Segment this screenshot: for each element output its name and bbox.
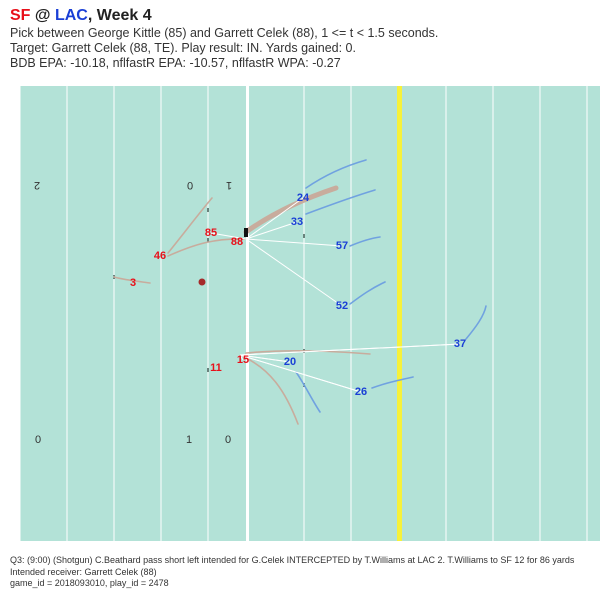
player-track: [305, 159, 367, 189]
week-label: , Week 4: [87, 7, 152, 24]
yard-number: 1: [186, 434, 192, 446]
player-track: [371, 376, 414, 389]
player-track: [349, 236, 381, 247]
first-down-line: [397, 86, 402, 541]
yard-number: 0: [35, 434, 41, 446]
offense-player-11: 11: [210, 362, 222, 374]
pass-option-lines: [210, 197, 461, 393]
play-description: Q3: (9:00) (Shotgun) C.Beathard pass sho…: [10, 555, 575, 565]
yard-numbers: 2 0 1 0 1 0: [34, 179, 232, 446]
defense-player-37: 37: [454, 338, 466, 350]
header: SF @ LAC, Week 4 Pick between George Kit…: [10, 6, 596, 71]
player-markers: [244, 228, 248, 237]
pass-option-line: [245, 238, 343, 247]
player-track: [167, 238, 247, 257]
turf: [20, 86, 600, 541]
footer: Q3: (9:00) (Shotgun) C.Beathard pass sho…: [10, 555, 600, 590]
defense-player-52: 52: [336, 300, 348, 312]
football: [198, 278, 206, 286]
player-tracks: [113, 159, 487, 425]
player-track: [295, 371, 321, 413]
pass-option-line: [239, 343, 461, 356]
yard-number: 1: [226, 179, 232, 191]
player-track: [349, 281, 386, 305]
line-of-scrimmage: [246, 86, 249, 541]
player-track: [113, 276, 151, 284]
offense-player-15: 15: [237, 354, 249, 366]
yard-number: 2: [34, 179, 40, 191]
player-track: [245, 349, 371, 355]
pass-option-line: [245, 197, 304, 240]
player-track: [243, 185, 339, 235]
pass-option-line: [239, 354, 291, 363]
epa-description: BDB EPA: -10.18, nflfastR EPA: -10.57, n…: [10, 56, 341, 70]
game-title: SF @ LAC, Week 4: [10, 6, 596, 26]
yard-number: 0: [225, 434, 231, 446]
offense-player-46: 46: [154, 250, 166, 262]
defense-player-24: 24: [297, 192, 310, 204]
player-labels: 85 88 46 3 15 11 24 33 57 52 37 20 26: [130, 192, 466, 398]
defense-player-20: 20: [284, 356, 296, 368]
pass-option-line: [239, 354, 244, 361]
defense-player-26: 26: [355, 386, 367, 398]
defense-player-57: 57: [336, 240, 348, 252]
game-play-ids: game_id = 2018093010, play_id = 2478: [10, 578, 169, 588]
pass-option-line: [239, 354, 362, 393]
intended-receiver: Intended receiver: Garrett Celek (88): [10, 566, 157, 577]
pass-option-line: [245, 221, 298, 240]
offense-player-88: 88: [231, 236, 243, 248]
offense-player-85: 85: [205, 227, 217, 239]
pass-option-line: [245, 238, 343, 307]
target-description: Target: Garrett Celek (88, TE). Play res…: [10, 41, 356, 55]
player-track: [167, 197, 213, 254]
home-team: LAC: [54, 7, 88, 24]
player-track: [465, 305, 487, 340]
defense-player-33: 33: [291, 216, 303, 228]
player-track: [305, 189, 376, 215]
offense-player-3: 3: [130, 277, 136, 289]
target-marker: [244, 228, 248, 237]
yard-lines: [19, 86, 588, 541]
at-sign: @: [34, 7, 51, 24]
yard-number: 0: [187, 179, 193, 191]
player-track: [245, 357, 299, 425]
pass-option-line: [210, 232, 247, 240]
away-team: SF: [10, 7, 31, 24]
pick-description: Pick between George Kittle (85) and Garr…: [10, 26, 439, 40]
